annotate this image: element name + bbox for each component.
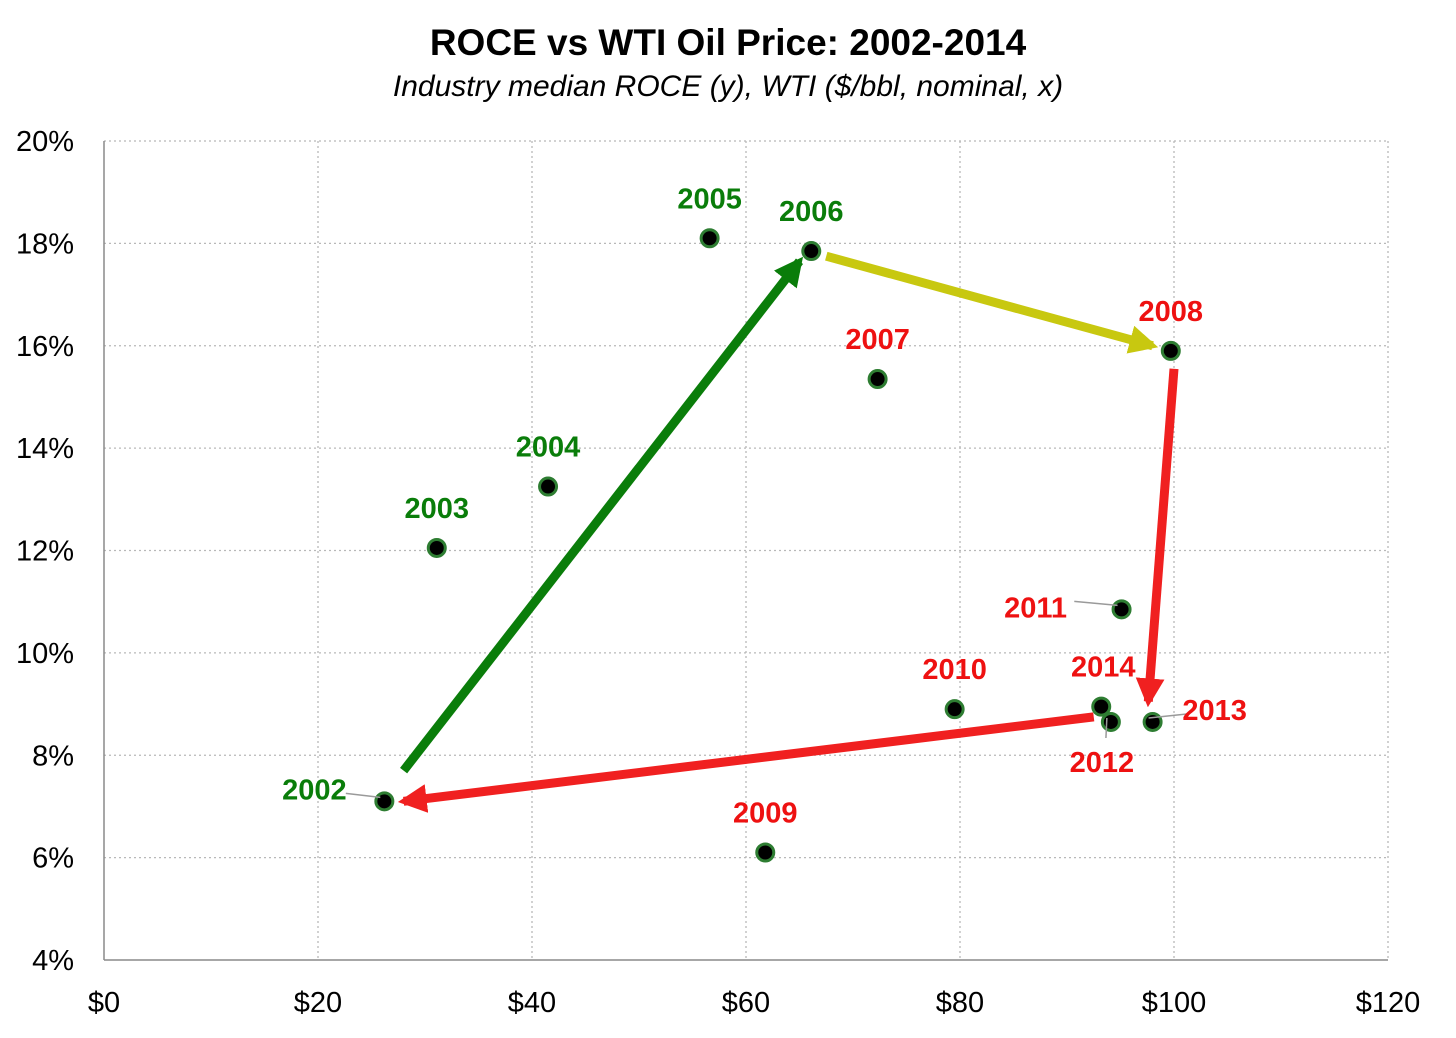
y-tick-label: 6% (32, 843, 74, 875)
trend-arrow (825, 251, 1159, 354)
point-label: 2014 (1071, 652, 1136, 684)
data-points (374, 228, 1181, 863)
y-tick-label: 16% (16, 331, 74, 363)
point-label: 2004 (516, 432, 581, 464)
y-tick-label: 4% (32, 945, 74, 977)
x-tick-label: $40 (508, 987, 556, 1019)
point-label: 2008 (1139, 296, 1204, 328)
point-label: 2003 (405, 493, 470, 525)
x-tick-label: $20 (294, 987, 342, 1019)
data-point (944, 699, 965, 720)
x-tick-label: $100 (1142, 987, 1207, 1019)
point-labels: 2002 2003 2004 2005 2006 2007 2008 2009 2010 2011… (282, 183, 1247, 829)
x-tick-label: $60 (722, 987, 770, 1019)
point-label: 2009 (733, 798, 798, 830)
data-point (699, 228, 720, 249)
chart-title: ROCE vs WTI Oil Price: 2002-2014 (429, 22, 1027, 63)
axes: 4% 6% 8% 10% 12% 14% 16% 18% 20% $0 $20 $40 $60 $80 $1… (16, 126, 1420, 1019)
data-point (538, 476, 559, 497)
data-point (1091, 696, 1112, 717)
data-point (374, 791, 395, 812)
leader-line (345, 792, 381, 799)
point-label: 2013 (1182, 695, 1247, 727)
trend-arrow (397, 712, 1095, 813)
y-tick-label: 12% (16, 536, 74, 568)
leader-line (1148, 713, 1187, 719)
data-point (426, 537, 447, 558)
data-point (1111, 599, 1132, 620)
point-label: 2002 (282, 774, 347, 806)
data-point (1160, 340, 1181, 361)
trend-arrow (1135, 368, 1179, 708)
x-tick-label: $120 (1356, 987, 1421, 1019)
data-point (1142, 711, 1163, 732)
y-tick-label: 18% (16, 228, 74, 260)
data-point (1100, 711, 1121, 732)
x-tick-label: $0 (88, 987, 120, 1019)
leader-line (1074, 600, 1118, 607)
point-label: 2011 (1004, 592, 1067, 624)
data-point (801, 241, 822, 262)
y-tick-label: 14% (16, 433, 74, 465)
data-point (867, 369, 888, 390)
leader-line (1105, 717, 1108, 739)
point-label: 2007 (845, 324, 910, 356)
trend-arrow (400, 256, 804, 774)
point-label: 2005 (677, 183, 742, 215)
x-tick-label: $80 (936, 987, 984, 1019)
point-label: 2012 (1070, 747, 1135, 779)
y-tick-label: 10% (16, 638, 74, 670)
grid-lines (104, 140, 1389, 960)
chart-subtitle: Industry median ROCE (y), WTI ($/bbl, no… (392, 70, 1064, 103)
trend-arrows (397, 251, 1179, 813)
data-point (755, 842, 776, 863)
y-tick-label: 20% (16, 126, 74, 158)
point-label: 2010 (922, 654, 987, 686)
point-label: 2006 (779, 196, 844, 228)
y-tick-label: 8% (32, 740, 74, 772)
